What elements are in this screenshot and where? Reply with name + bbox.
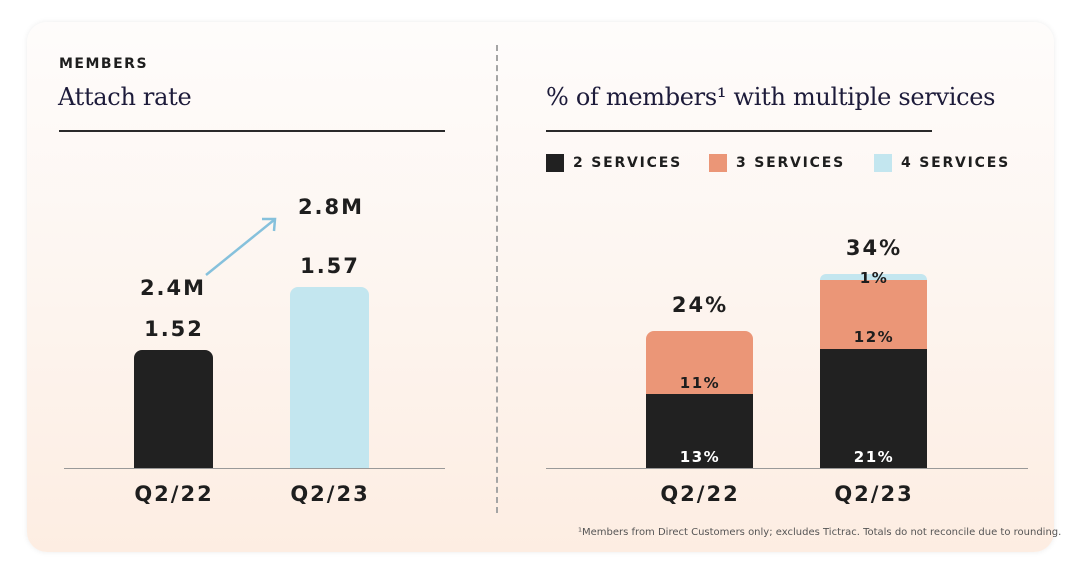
- total-label: 24%: [671, 293, 729, 318]
- left-title-rule: [59, 130, 445, 132]
- bar-Q2/22: [134, 349, 213, 468]
- right-title-rule: [546, 130, 932, 132]
- legend-swatch: [874, 154, 892, 172]
- legend-label: 4 SERVICES: [901, 155, 1011, 171]
- legend-item: 4 SERVICES: [874, 154, 1010, 172]
- legend-label: 3 SERVICES: [736, 155, 846, 171]
- segment-label: 21%: [853, 448, 895, 466]
- bar-segment-3-services: [820, 279, 927, 349]
- section-eyebrow: MEMBERS: [59, 56, 149, 72]
- legend-swatch: [709, 154, 727, 172]
- x-tick-label: Q2/23: [290, 482, 370, 506]
- legend-item: 2 SERVICES: [546, 154, 682, 172]
- right-baseline: [546, 468, 1028, 469]
- bar-segment-2-services: [646, 393, 753, 469]
- bar-segment-3-services: [646, 331, 753, 395]
- legend-item: 3 SERVICES: [709, 154, 845, 172]
- right-chart-title: % of members¹ with multiple services: [546, 83, 996, 111]
- segment-label: 11%: [679, 373, 721, 392]
- bar-value-label: 1.52: [144, 316, 204, 341]
- member-count-label: 2.4M: [139, 276, 207, 300]
- x-tick-label: Q2/23: [834, 482, 914, 506]
- total-label: 34%: [845, 236, 903, 261]
- segment-label: 13%: [679, 448, 721, 466]
- divider: [496, 45, 498, 513]
- member-count-label: 2.8M: [297, 195, 365, 219]
- x-tick-label: Q2/22: [134, 482, 214, 506]
- x-tick-label: Q2/22: [660, 482, 740, 506]
- left-baseline: [64, 468, 445, 469]
- legend-label: 2 SERVICES: [573, 155, 683, 171]
- legend-swatch: [546, 154, 564, 172]
- footnote: ¹Members from Direct Customers only; exc…: [578, 527, 1062, 538]
- bar-Q2/23: [290, 286, 369, 468]
- segment-label: 12%: [853, 328, 895, 347]
- bar-value-label: 1.57: [300, 253, 360, 278]
- segment-label: 1%: [859, 269, 889, 288]
- bar-segment-4-services: [820, 274, 927, 281]
- bar-segment-2-services: [820, 348, 927, 469]
- left-chart-title: Attach rate: [58, 83, 192, 111]
